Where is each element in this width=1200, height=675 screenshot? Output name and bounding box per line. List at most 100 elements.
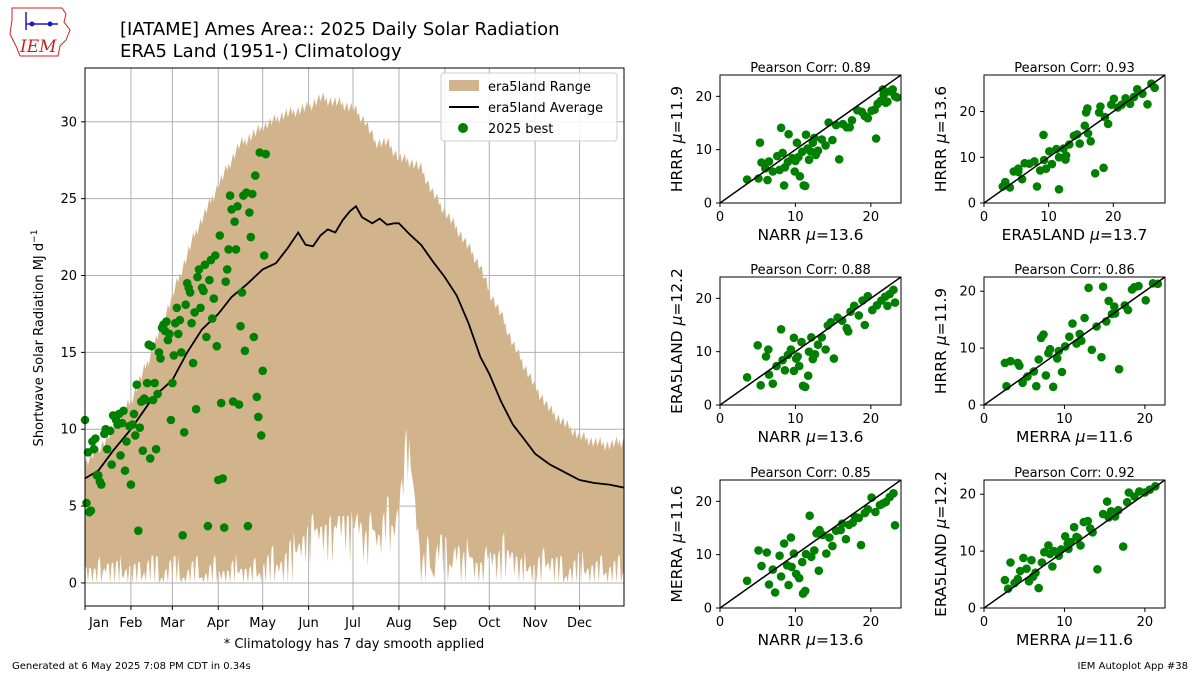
scatter-point [756, 381, 765, 390]
scatter-point [881, 98, 891, 107]
data-point-2025 [230, 217, 239, 226]
scatter-point [797, 337, 806, 347]
scatter-point [1048, 562, 1057, 571]
data-point-2025 [225, 191, 235, 200]
scatter-point [1097, 352, 1106, 362]
scatter-point [764, 157, 774, 166]
data-point-2025 [120, 466, 130, 476]
data-point-2025 [181, 300, 190, 310]
scatter-point [1006, 558, 1015, 567]
scatter-point [1014, 164, 1023, 173]
data-point-2025 [129, 409, 139, 419]
data-point-2025 [215, 231, 225, 240]
scatter-point [761, 352, 771, 361]
footer-generated: Generated at 6 May 2025 7:08 PM CDT in 0… [12, 661, 251, 672]
legend-range-label: era5land Range [488, 80, 591, 95]
scatter-point [1109, 94, 1119, 104]
scatter-point [789, 333, 799, 343]
data-point-2025 [246, 232, 256, 242]
data-point-2025 [205, 275, 214, 285]
scatter-y-label: HRRR μ=11.9 [668, 86, 686, 192]
main-chart: 0 5 10 15 20 25 30 Jan Feb Mar Apr May Jun Jul Aug Sep O… [30, 67, 625, 652]
legend-range-swatch [449, 80, 479, 91]
main-y-label: Shortwave Solar Radiation MJ d−1 [30, 230, 47, 447]
x-tick-label: May [249, 616, 276, 631]
x-tick-label: Jul [344, 616, 361, 631]
data-point-2025 [116, 451, 125, 460]
data-point-2025 [122, 437, 131, 446]
y-tick-label: 10 [959, 151, 976, 166]
scatter-point [764, 345, 773, 354]
scatter-point [1054, 153, 1064, 162]
data-point-2025 [147, 341, 156, 351]
scatter-point [1044, 541, 1053, 550]
scatter-point [754, 546, 763, 555]
one-to-one-line [984, 277, 1165, 405]
scatter-point [804, 155, 814, 165]
y-tick-label: 15 [60, 346, 77, 361]
scatter-point [1041, 164, 1051, 173]
data-point-2025 [179, 428, 189, 437]
data-point-2025 [200, 260, 210, 270]
data-point-2025 [231, 245, 241, 254]
scatter-point [813, 340, 823, 350]
scatter-point [776, 325, 786, 334]
scatter-point [1065, 140, 1074, 149]
scatter-point [841, 534, 851, 544]
data-point-2025 [234, 400, 244, 409]
x-tick-label: 0 [716, 210, 724, 225]
scatter-point [1052, 144, 1061, 154]
data-point-2025 [243, 521, 253, 531]
scatter-panel: 0 10 20 0 10 20 Pearson Corr: 0.92 MERRA μ=11.6… [932, 466, 1166, 649]
scatter-frame [983, 74, 1166, 204]
scatter-point [1018, 378, 1027, 388]
scatter-title: Pearson Corr: 0.93 [1014, 61, 1135, 76]
scatter-point [1072, 532, 1081, 542]
data-point-2025 [177, 348, 186, 357]
y-tick-label: 10 [695, 548, 712, 563]
y-tick-label: 5 [69, 500, 77, 515]
scatter-point [863, 113, 873, 123]
main-x-note: * Climatology has 7 day smooth applied [224, 637, 485, 652]
scatter-point [1102, 497, 1112, 506]
data-point-2025 [218, 474, 227, 483]
data-point-2025 [131, 431, 140, 440]
y-tick-label: 0 [704, 197, 712, 212]
scatter-point [1013, 574, 1023, 584]
scatter-point [1123, 305, 1133, 315]
scatter-point [890, 521, 900, 530]
data-point-2025 [240, 346, 250, 356]
scatter-point [1052, 354, 1062, 363]
scatter-point [784, 129, 793, 139]
y-tick-label: 10 [695, 345, 712, 360]
scatter-point [829, 354, 839, 363]
data-point-2025 [222, 265, 232, 274]
scatter-x-label: MERRA μ=11.6 [1016, 428, 1133, 446]
scatter-point [1022, 564, 1031, 573]
data-point-2025 [132, 380, 142, 390]
scatter-frame [719, 74, 902, 204]
scatter-point [793, 352, 802, 361]
scatter-point [1029, 367, 1039, 376]
x-tick-label: 0 [980, 615, 988, 630]
data-point-2025 [216, 398, 226, 408]
scatter-point [1030, 157, 1039, 166]
scatter-point [792, 138, 802, 147]
y-tick-label: 20 [60, 269, 77, 284]
x-tick-label: 20 [1137, 412, 1154, 427]
scatter-point [836, 525, 845, 535]
scatter-point [786, 345, 796, 354]
scatter-point [1086, 137, 1095, 146]
scatter-point [854, 311, 864, 320]
data-point-2025 [233, 202, 242, 211]
y-tick-label: 0 [968, 602, 976, 617]
legend-points-label: 2025 best [488, 122, 553, 137]
scatter-point [1034, 583, 1043, 593]
scatter-point [892, 93, 901, 102]
scatter-point [1061, 155, 1070, 164]
y-tick-label: 25 [60, 192, 77, 207]
y-tick-label: 0 [704, 399, 712, 414]
y-tick-label: 20 [695, 90, 712, 105]
data-point-2025 [191, 404, 201, 414]
scatter-point [1054, 185, 1064, 194]
